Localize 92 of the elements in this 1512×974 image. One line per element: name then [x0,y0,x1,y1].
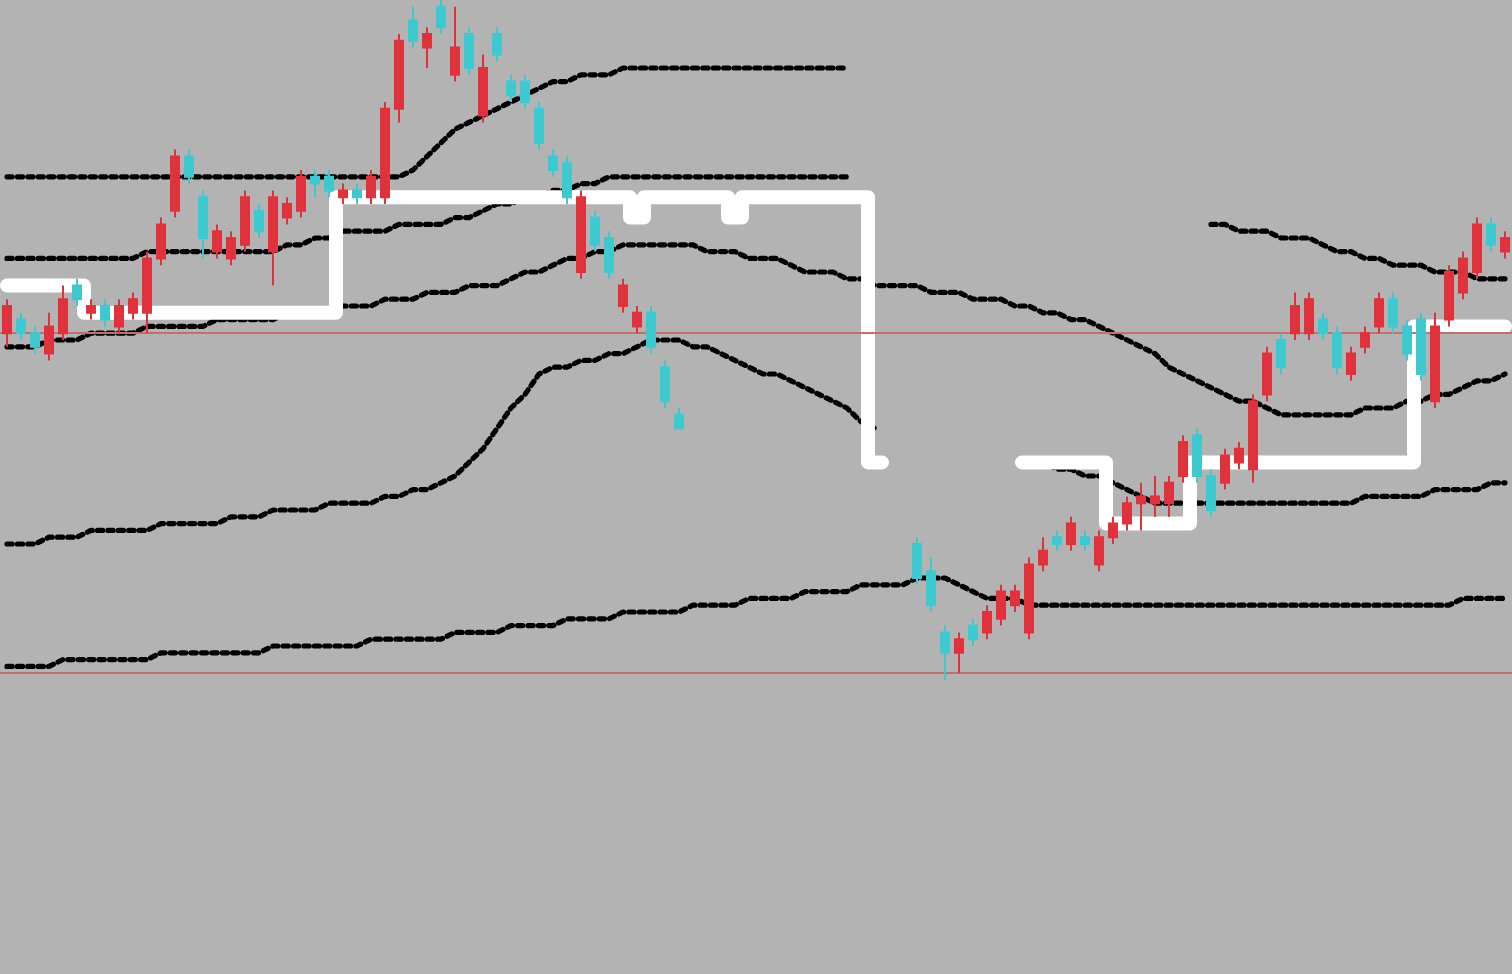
candlestick [478,53,488,124]
candlestick [1304,291,1314,341]
candlestick [170,148,180,219]
candlestick [968,617,978,647]
candlestick [604,230,614,280]
candlestick [1276,332,1286,375]
candlestick [1206,468,1216,518]
candlestick [1290,291,1300,341]
candlestick [590,209,600,253]
candlestick [1248,393,1258,484]
candlestick [632,305,642,335]
candlestick [926,556,936,613]
candlestick [1486,216,1496,253]
candlestick [1052,529,1062,552]
candlestick [576,189,586,280]
candlestick [408,5,418,49]
candlestick [1332,325,1342,375]
candlestick [548,148,558,178]
candlestick [296,169,306,219]
candlestick [1150,475,1160,518]
candlestick [394,33,404,124]
candlestick [1444,264,1454,328]
candlestick [44,311,54,362]
candlestick [464,26,474,76]
candlestick [156,216,166,267]
candlestick [492,26,502,63]
candlestick [436,0,446,35]
candlestick [982,604,992,641]
candlestick [1038,536,1048,573]
candlestick [1416,311,1426,382]
candlestick [1472,216,1482,280]
candlestick [618,277,628,314]
candlestick [1010,583,1020,613]
candlestick [2,298,12,348]
candlestick [1234,441,1244,471]
candlestick [1192,427,1202,484]
candlestick [534,101,544,151]
candlestick [58,284,68,341]
candlestick [1164,475,1174,518]
candlestick [282,196,292,226]
candlestick [1402,318,1412,362]
candlestick [940,624,950,681]
candlestick [184,148,194,185]
candlestick [352,182,362,205]
candlestick [660,359,670,409]
candlestick [520,73,530,110]
candlestick [1094,529,1104,573]
candlestick [86,298,96,321]
candlestick [1318,311,1328,341]
candlestick [674,407,684,430]
candlestick [996,583,1006,627]
candlestick [1262,345,1272,403]
candlestick [30,325,40,355]
candlestick [506,73,516,103]
candlestick [16,311,26,341]
candlestick [128,291,138,321]
candlestick [268,189,278,287]
candlestick [1220,447,1230,491]
candlestick [114,298,124,335]
candlestick [198,189,208,260]
candlestick [100,298,110,328]
candlestick [1136,481,1146,532]
candlestick [142,250,152,335]
candlestick [1374,291,1384,335]
candlestick [912,536,922,586]
candlestick [562,155,572,205]
candlestick [212,223,222,260]
candlestick [1066,515,1076,552]
candlestick [1388,291,1398,335]
candlestick [366,169,376,205]
candlestick [324,169,334,199]
candlestick [954,631,964,675]
candlestick [1346,345,1356,382]
candlestick [226,230,236,267]
candlestick [72,277,82,307]
candlestick [254,203,264,239]
candlestick [240,189,250,253]
candlestick [1430,311,1440,409]
candlestick [422,26,432,69]
candlestick [1360,325,1370,355]
candlestick [1500,230,1510,260]
candlestick [310,169,320,199]
candlestick [450,5,460,83]
candlestick [1108,515,1118,545]
candlestick [1458,250,1468,301]
candlestick [1122,495,1132,532]
candlestick [338,182,348,205]
candlestick [1024,556,1034,641]
candlestick [380,101,390,205]
candlestick [1080,529,1090,552]
candlestick [1178,434,1188,484]
candlestick [646,305,656,355]
